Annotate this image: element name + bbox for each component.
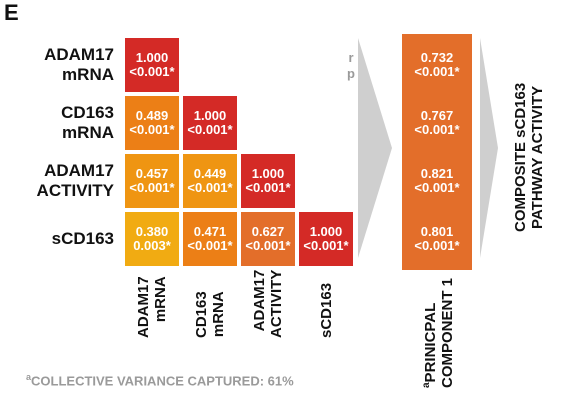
matrix-cell: 1.000 <0.001* bbox=[125, 38, 179, 92]
composite-line1: COMPOSITE sCD163 bbox=[512, 82, 529, 232]
legend-key-p: p bbox=[347, 66, 355, 81]
pc-r: 0.767 bbox=[420, 108, 454, 123]
cell-r: 0.471 bbox=[193, 224, 227, 239]
cell-r: 0.457 bbox=[135, 166, 169, 181]
column-label: CD163 mRNA bbox=[193, 291, 227, 338]
row-label: ADAM17 mRNA bbox=[44, 45, 114, 84]
pc-r: 0.732 bbox=[420, 50, 454, 65]
cell-p: <0.001* bbox=[245, 238, 291, 253]
cell-p: <0.001* bbox=[303, 238, 349, 253]
pc-p: <0.001* bbox=[414, 180, 460, 195]
cell-r: 1.000 bbox=[309, 224, 343, 239]
matrix-cell: 0.449 <0.001* bbox=[183, 154, 237, 208]
pc-cell: 0.767 <0.001* bbox=[406, 96, 468, 150]
cell-p: <0.001* bbox=[245, 180, 291, 195]
cell-p: <0.001* bbox=[129, 64, 175, 79]
cell-r: 1.000 bbox=[251, 166, 285, 181]
cell-r: 1.000 bbox=[135, 50, 169, 65]
pc-r: 0.801 bbox=[420, 224, 454, 239]
pc-r: 0.821 bbox=[420, 166, 454, 181]
legend-key-r: r bbox=[348, 50, 354, 65]
row-label: CD163 mRNA bbox=[61, 103, 114, 142]
cell-r: 0.449 bbox=[193, 166, 227, 181]
matrix-cell: 0.489 <0.001* bbox=[125, 96, 179, 150]
arrow-to-pc bbox=[358, 38, 392, 258]
cell-r: 1.000 bbox=[193, 108, 227, 123]
panel-letter: E bbox=[4, 0, 19, 25]
matrix-cell: 1.000 <0.001* bbox=[241, 154, 295, 208]
matrix-cell: 0.380 0.003* bbox=[125, 212, 179, 266]
row-label: ADAM17 ACTIVITY bbox=[36, 161, 114, 200]
pc-cell: 0.732 <0.001* bbox=[406, 38, 468, 92]
cell-p: 0.003* bbox=[133, 238, 171, 253]
arrow-to-composite bbox=[480, 38, 498, 258]
cell-p: <0.001* bbox=[187, 238, 233, 253]
column-label: ADAM17 ACTIVITY bbox=[251, 269, 285, 338]
pc-p: <0.001* bbox=[414, 64, 460, 79]
pc-cell: 0.821 <0.001* bbox=[406, 154, 468, 208]
cell-r: 0.380 bbox=[135, 224, 169, 239]
pc-label-line1: PRINICPAL bbox=[422, 302, 439, 383]
pc-p: <0.001* bbox=[414, 238, 460, 253]
pc-label-line2: COMPONENT 1 bbox=[439, 277, 456, 388]
cell-p: <0.001* bbox=[129, 180, 175, 195]
pc-p: <0.001* bbox=[414, 122, 460, 137]
matrix-cell: 0.471 <0.001* bbox=[183, 212, 237, 266]
footnote: aCOLLECTIVE VARIANCE CAPTURED: 61% bbox=[26, 372, 294, 389]
pc-cell: 0.801 <0.001* bbox=[406, 212, 468, 266]
pc-label: aPRINICPAL COMPONENT 1 bbox=[421, 277, 456, 388]
composite-label: COMPOSITE sCD163 PATHWAY ACTIVITY bbox=[512, 83, 546, 232]
matrix-cell: 0.627 <0.001* bbox=[241, 212, 295, 266]
cell-r: 0.627 bbox=[251, 224, 285, 239]
row-label: sCD163 bbox=[51, 229, 114, 248]
column-label: sCD163 bbox=[317, 282, 335, 338]
cell-p: <0.001* bbox=[187, 180, 233, 195]
matrix-cell: 1.000 <0.001* bbox=[299, 212, 353, 266]
composite-line2: PATHWAY ACTIVITY bbox=[529, 85, 546, 229]
cell-r: 0.489 bbox=[135, 108, 169, 123]
matrix-cell: 1.000 <0.001* bbox=[183, 96, 237, 150]
column-label: ADAM17 mRNA bbox=[135, 276, 169, 338]
cell-p: <0.001* bbox=[129, 122, 175, 137]
cell-p: <0.001* bbox=[187, 122, 233, 137]
matrix-cell: 0.457 <0.001* bbox=[125, 154, 179, 208]
